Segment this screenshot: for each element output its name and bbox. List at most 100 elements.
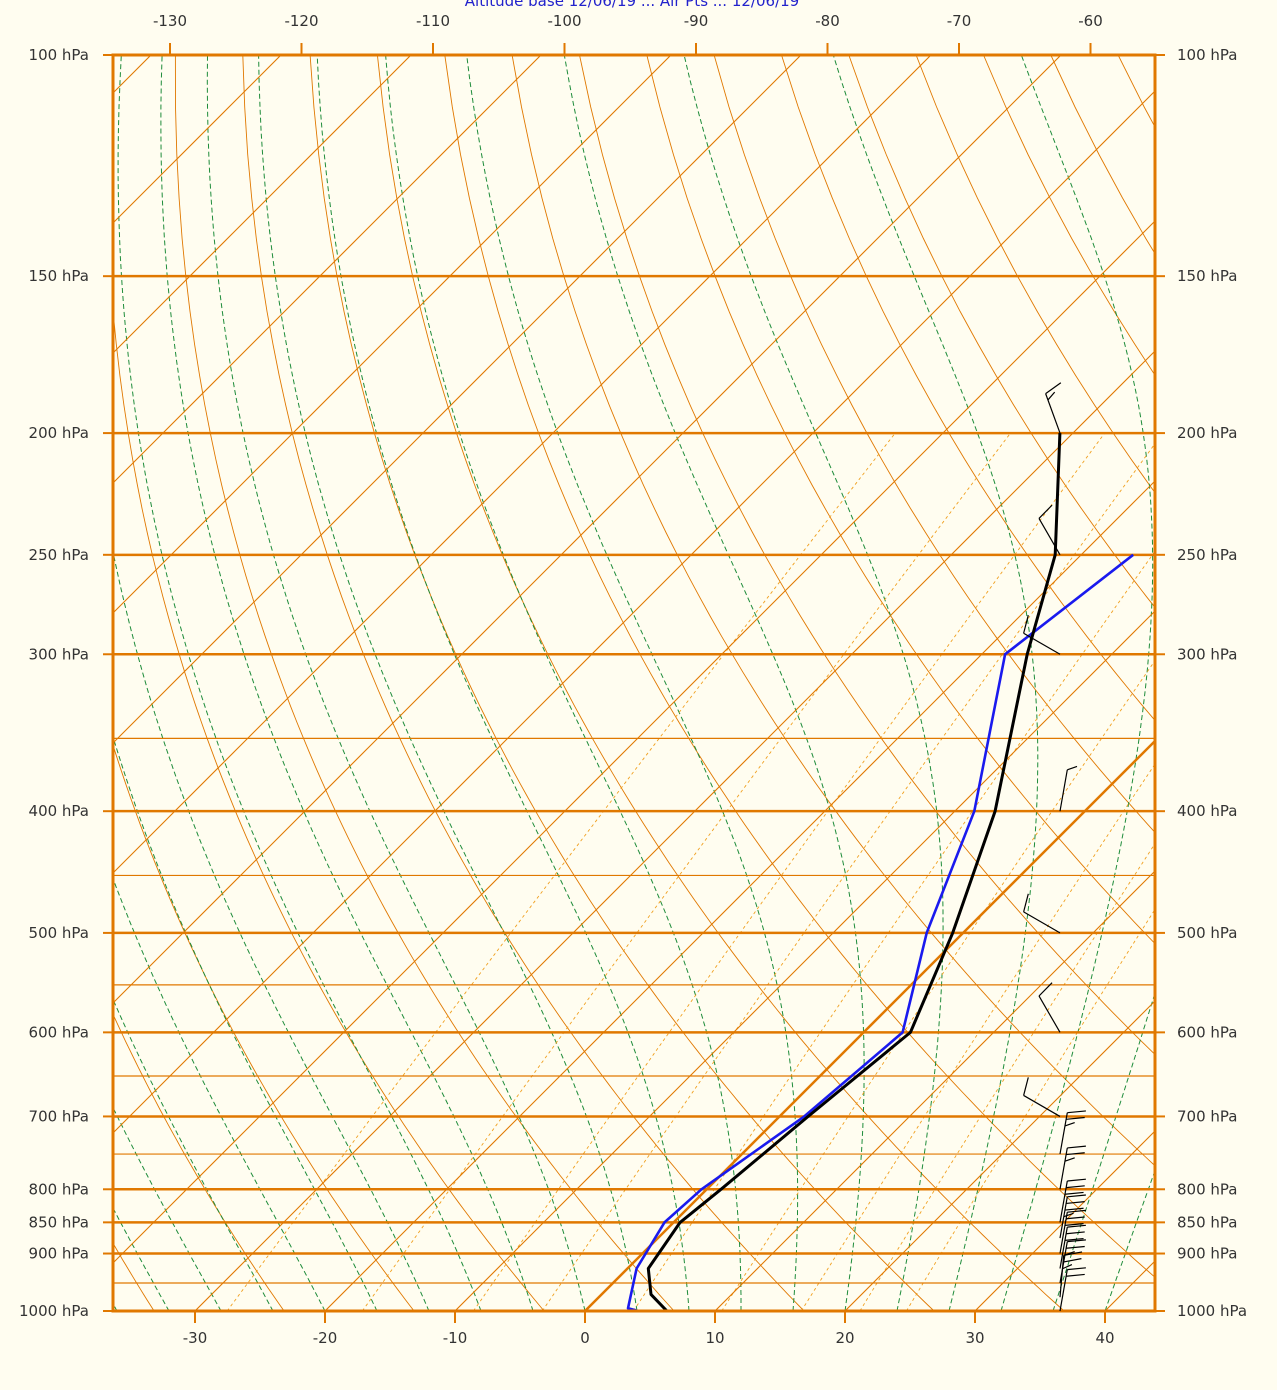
plot-frame — [111, 53, 1157, 1313]
pressure-label-right: 1000 hPa — [1177, 1302, 1247, 1320]
plot-area — [113, 55, 1155, 1311]
wind-barb-staff — [1059, 1180, 1068, 1223]
pressure-label-left: 100 hPa — [29, 46, 89, 64]
wind-barb — [1023, 1077, 1061, 1117]
wind-barb-full — [1064, 1191, 1084, 1195]
wind-barb — [1059, 1110, 1086, 1155]
wind-barb-full — [1066, 1185, 1085, 1189]
wind-barb-full — [1064, 1207, 1084, 1211]
wind-barb-staff — [1038, 518, 1061, 556]
pressure-label-right: 500 hPa — [1177, 924, 1237, 942]
wind-barb — [1059, 1239, 1086, 1284]
wind-barb-full — [1067, 1209, 1086, 1213]
pressure-label-right: 850 hPa — [1177, 1213, 1237, 1231]
bottom-tick-label: 0 — [580, 1329, 590, 1347]
wind-barb — [1059, 765, 1078, 812]
wind-barb-staff — [1059, 1241, 1068, 1284]
wind-barb — [1045, 382, 1062, 434]
pressure-label-left: 600 hPa — [29, 1023, 89, 1041]
wind-barb-half — [1062, 1263, 1073, 1270]
pressure-label-left: 900 hPa — [29, 1245, 89, 1263]
wind-barb — [1059, 1194, 1086, 1239]
wind-barb-staff — [1059, 769, 1068, 812]
wind-barb — [1059, 1145, 1086, 1190]
pressure-label-left: 300 hPa — [29, 645, 89, 663]
bottom-tick-label: -10 — [443, 1329, 468, 1347]
bottom-tick-label: 20 — [835, 1329, 854, 1347]
isotherm — [113, 55, 1062, 1004]
pressure-label-right: 250 hPa — [1177, 546, 1237, 564]
chart-header: Altitude base 12/06/19 ... Air Pts ... 1… — [465, 0, 799, 10]
wind-barb-staff — [1023, 1094, 1061, 1117]
pressure-label-left: 200 hPa — [29, 424, 89, 442]
top-tick-label: -70 — [947, 12, 972, 30]
wind-barb — [1059, 1224, 1086, 1269]
wind-barb — [1023, 893, 1061, 934]
isotherm — [844, 1000, 1155, 1311]
wind-barb-staff — [1059, 1227, 1068, 1269]
wind-barb — [1059, 1267, 1086, 1312]
wind-barb-staff — [1059, 1269, 1068, 1312]
isotherm — [113, 90, 1155, 1134]
mixing-ratio-line — [859, 842, 1155, 1311]
wind-barb-full — [1066, 1216, 1085, 1220]
wind-barb-staff — [1023, 911, 1061, 934]
top-tick-label: -100 — [547, 12, 581, 30]
top-tick-label: -120 — [284, 12, 318, 30]
pressure-label-left: 1000 hPa — [19, 1302, 89, 1320]
isotherm — [113, 55, 932, 874]
dewpoint-line — [626, 553, 1134, 1311]
wind-barb-full — [1067, 1145, 1086, 1149]
wind-barb — [1038, 504, 1061, 556]
wind-barb-full — [1038, 982, 1053, 997]
wind-barb-full — [1045, 382, 1062, 395]
bottom-tick-label: -20 — [313, 1329, 338, 1347]
wind-barb-full — [1064, 1223, 1084, 1226]
wind-barb-full — [1023, 615, 1029, 634]
bottom-tick-label: -30 — [183, 1329, 208, 1347]
wind-barb-full — [1023, 893, 1029, 913]
wind-barb-staff — [1059, 1212, 1068, 1254]
wind-barb-full — [1023, 1077, 1029, 1096]
pressure-label-left: 400 hPa — [29, 802, 89, 820]
pressure-label-right: 800 hPa — [1177, 1180, 1237, 1198]
isotherm — [324, 480, 1155, 1311]
pressure-label-right: 100 hPa — [1177, 46, 1237, 64]
isotherm — [113, 55, 542, 484]
wind-barb-staff — [1045, 393, 1061, 434]
wind-barb-half — [1063, 1212, 1074, 1218]
isotherm — [113, 220, 1155, 1264]
pressure-label-right: 300 hPa — [1177, 645, 1237, 663]
pressure-label-left: 500 hPa — [29, 924, 89, 942]
wind-barb-full — [1038, 504, 1053, 519]
pressure-label-left: 800 hPa — [29, 1180, 89, 1198]
wind-barb-full — [1067, 1194, 1086, 1198]
wind-barb-full — [1066, 1201, 1085, 1205]
wind-barb-full — [1064, 1237, 1084, 1241]
pressure-label-left: 700 hPa — [29, 1107, 89, 1125]
wind-barb — [1023, 615, 1061, 655]
wind-barb-full — [1067, 1110, 1086, 1114]
mixing-ratio-line — [226, 432, 896, 1311]
wind-barb-staff — [1059, 1112, 1068, 1155]
isotherm — [113, 55, 672, 614]
wind-barb-staff — [1038, 995, 1061, 1033]
top-tick-label: -60 — [1078, 12, 1103, 30]
wind-barb-full — [1067, 1224, 1086, 1228]
wind-barb-full — [1067, 1239, 1086, 1243]
pressure-label-right: 150 hPa — [1177, 267, 1237, 285]
wind-barb-full — [1066, 1152, 1085, 1156]
pressure-label-right: 600 hPa — [1177, 1023, 1237, 1041]
wind-barb-full — [1062, 1258, 1082, 1263]
wind-barb-full — [1066, 1231, 1085, 1235]
top-tick-label: -110 — [416, 12, 450, 30]
isotherm — [714, 870, 1155, 1311]
top-tick-label: -80 — [815, 12, 840, 30]
bottom-tick-label: 10 — [705, 1329, 724, 1347]
wind-barb-full — [1067, 1178, 1086, 1182]
isotherm — [454, 610, 1155, 1311]
wind-barb-staff — [1023, 632, 1061, 655]
wind-barb — [1059, 1178, 1086, 1223]
pressure-label-left: 850 hPa — [29, 1213, 89, 1231]
